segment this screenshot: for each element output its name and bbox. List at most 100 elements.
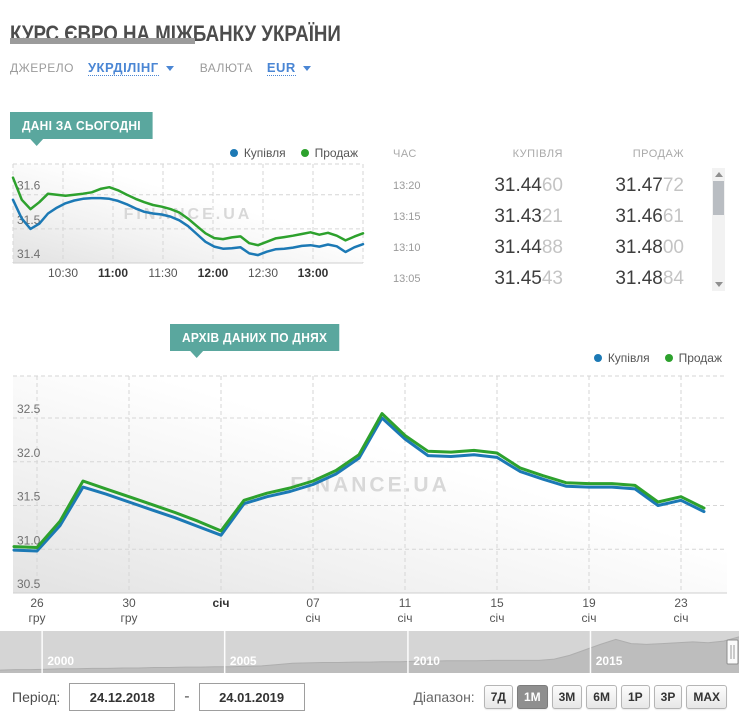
sell-value: 31.48: [615, 236, 663, 258]
x-tick-label: 30: [122, 596, 136, 610]
x-tick-label: 19: [582, 596, 596, 610]
buy-value-frac: 43: [541, 267, 563, 289]
series-line-sell: [12, 412, 706, 549]
table-scrollbar[interactable]: [712, 168, 725, 291]
scrollbar-thumb[interactable]: [713, 181, 724, 215]
x-tick-sublabel: січ: [306, 611, 321, 625]
year-separator: [41, 631, 43, 673]
x-tick-label: 11:00: [98, 266, 128, 280]
archive-section-badge: АРХІВ ДАНИХ ПО ДНЯХ: [169, 324, 339, 358]
y-tick-label: 31.4: [17, 247, 41, 261]
y-tick-label: 31.0: [17, 533, 41, 547]
navigator-handle[interactable]: [726, 639, 739, 665]
scroll-up-icon[interactable]: [714, 172, 723, 177]
buy-dot-icon: [593, 354, 602, 362]
x-tick-label: 15: [490, 596, 504, 610]
archive-chart-legend: Купівля Продаж: [593, 351, 722, 365]
sell-value-frac: 72: [662, 174, 684, 196]
buy-value-frac: 21: [541, 205, 563, 227]
legend-item-buy[interactable]: Купівля: [229, 146, 286, 160]
row-time: 13:15: [393, 210, 421, 223]
series-line-buy: [11, 196, 365, 257]
x-tick-label: 11:30: [148, 266, 177, 280]
series-line-sell: [11, 176, 365, 247]
range-button-3y[interactable]: 3Р: [653, 685, 683, 709]
range-button-group: Діапазон: 7Д 1М 3М 6М 1Р 3Р MAX: [413, 685, 727, 709]
title-underline-bar: [10, 38, 195, 44]
range-button-6m[interactable]: 6М: [586, 685, 617, 709]
x-tick-label: 11: [399, 596, 412, 610]
col-header-sell: ПРОДАЖ: [632, 148, 684, 160]
period-label: Період:: [12, 689, 61, 705]
chevron-down-icon[interactable]: [165, 65, 174, 75]
x-tick-sublabel: січ: [674, 611, 689, 625]
legend-item-buy[interactable]: Купівля: [593, 351, 650, 365]
buy-value-frac: 60: [541, 174, 563, 196]
col-header-buy: КУПІВЛЯ: [512, 148, 563, 160]
x-tick-label: 07: [306, 596, 320, 610]
range-button-max[interactable]: MAX: [686, 685, 727, 709]
source-label: ДЖЕРЕЛО: [10, 61, 74, 75]
col-header-time: ЧАС: [393, 148, 417, 160]
history-area-silhouette: [0, 636, 739, 673]
date-range-dash: -: [184, 688, 190, 705]
legend-label-sell: Продаж: [314, 146, 358, 160]
history-area-outline: [0, 636, 739, 671]
date-to-input[interactable]: [198, 683, 305, 711]
date-from-input[interactable]: [69, 683, 176, 711]
currency-dropdown[interactable]: EUR: [266, 60, 296, 76]
y-tick-label: 32.0: [17, 446, 41, 460]
series-line-buy: [12, 416, 706, 553]
currency-label: ВАЛЮТА: [199, 61, 253, 75]
year-label: 2000: [47, 654, 74, 668]
bottom-controls: Період: - Діапазон: 7Д 1М 3М 6М 1Р 3Р MA…: [0, 683, 739, 711]
sell-dot-icon: [300, 149, 309, 157]
row-time: 13:20: [393, 179, 421, 192]
sell-value-frac: 00: [662, 236, 684, 258]
x-tick-label: 26: [30, 596, 44, 610]
year-label: 2015: [596, 654, 623, 668]
table-row: 13:20 31.4460 31.4772: [393, 170, 693, 201]
y-tick-label: 31.5: [17, 490, 41, 504]
today-rates-table: ЧАС КУПІВЛЯ ПРОДАЖ 13:20 31.4460 31.4772…: [393, 143, 693, 294]
table-row: 13:10 31.4488 31.4800: [393, 232, 693, 263]
table-row: 13:15 31.4321 31.4661: [393, 201, 693, 232]
buy-value: 31.45: [494, 267, 542, 289]
history-navigator[interactable]: 2000 2005 2010 2015: [0, 631, 739, 673]
y-tick-label: 32.5: [17, 402, 41, 416]
year-separator: [407, 631, 409, 673]
x-tick-sublabel: січ: [398, 611, 413, 625]
legend-label-sell: Продаж: [678, 351, 722, 365]
year-separator: [223, 631, 226, 673]
source-dropdown[interactable]: УКРДІЛІНГ: [87, 60, 159, 76]
x-tick-label: 10:30: [48, 266, 78, 280]
x-tick-label: 12:00: [198, 266, 229, 280]
sell-value: 31.47: [615, 174, 663, 196]
year-label: 2010: [413, 654, 440, 668]
y-tick-label: 31.5: [17, 213, 41, 227]
finance-ua-watermark: FINANCE.UA: [124, 206, 253, 223]
legend-item-sell[interactable]: Продаж: [664, 351, 722, 365]
y-tick-label: 31.6: [17, 179, 41, 193]
range-button-1y[interactable]: 1Р: [620, 685, 650, 709]
intraday-chart: 10:30 11:00 11:30 12:00 12:30 13:00 31.4 31.5 31…: [11, 163, 365, 280]
range-button-7d[interactable]: 7Д: [483, 685, 513, 709]
x-tick-sublabel: гру: [29, 611, 46, 625]
x-tick-label: 13:00: [298, 266, 329, 280]
scroll-down-icon[interactable]: [714, 282, 723, 287]
year-separator: [589, 631, 592, 673]
sell-dot-icon: [664, 354, 673, 362]
x-tick-label: січ: [213, 596, 230, 610]
table-row: 13:05 31.4543 31.4884: [393, 263, 693, 294]
sell-value-frac: 84: [662, 267, 684, 289]
navigator-chart[interactable]: 2000 2005 2010 2015: [0, 631, 739, 673]
source-currency-controls: ДЖЕРЕЛО УКРДІЛІНГ ВАЛЮТА EUR: [10, 60, 311, 76]
chevron-down-icon[interactable]: [302, 65, 311, 75]
range-button-3m[interactable]: 3М: [551, 685, 583, 709]
legend-item-sell[interactable]: Продаж: [300, 146, 358, 160]
sell-value: 31.48: [615, 267, 663, 289]
range-button-1m[interactable]: 1М: [516, 685, 548, 709]
buy-value: 31.43: [494, 205, 542, 227]
year-label: 2005: [230, 654, 257, 668]
